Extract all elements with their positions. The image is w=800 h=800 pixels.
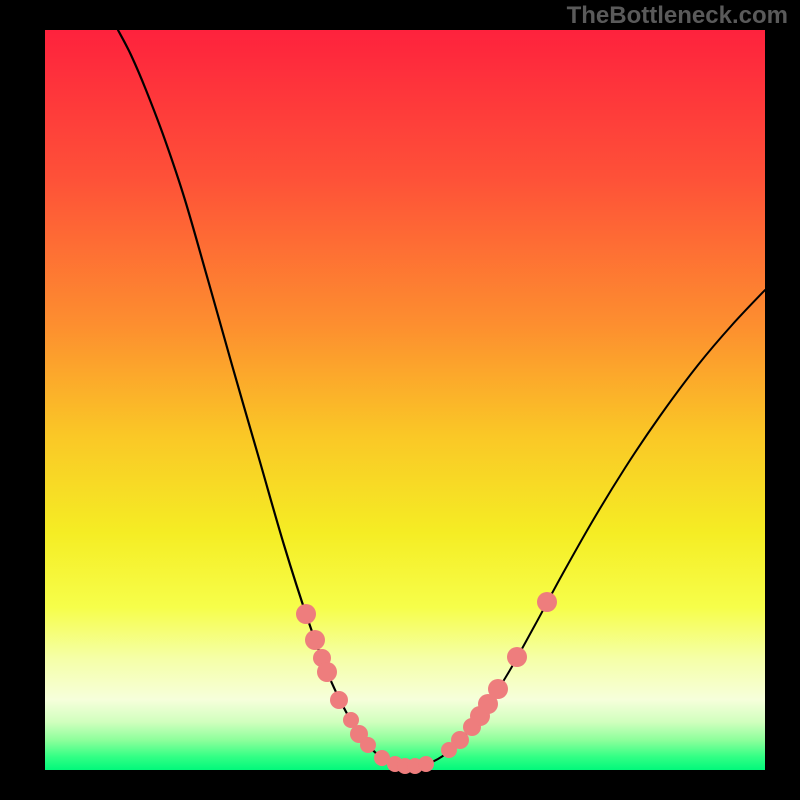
watermark-text: TheBottleneck.com — [567, 2, 788, 30]
chart-container: TheBottleneck.com — [0, 0, 800, 800]
plot-area — [45, 30, 765, 770]
